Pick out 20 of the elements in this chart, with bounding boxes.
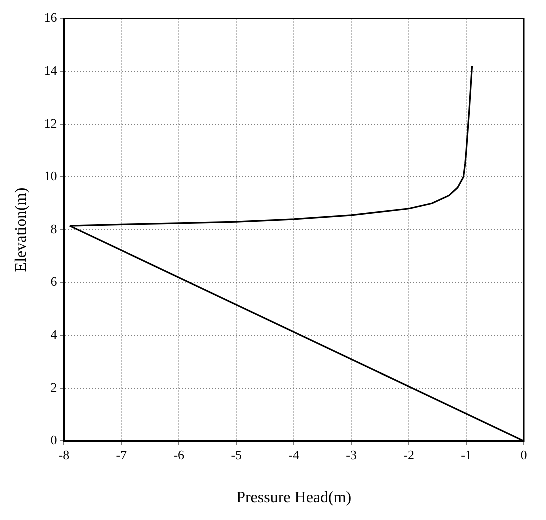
- y-tick-label: 12: [44, 116, 58, 131]
- y-tick-label: 16: [44, 10, 58, 26]
- x-tick-label: -1: [461, 447, 472, 462]
- y-tick-label: 8: [50, 221, 58, 236]
- x-tick-label: -7: [116, 447, 128, 462]
- y-tick-label: 0: [50, 432, 58, 448]
- x-tick-label: -8: [58, 447, 70, 462]
- x-tick-label: -4: [288, 447, 300, 462]
- y-tick-label: 2: [50, 380, 58, 395]
- x-tick-label: -2: [404, 447, 414, 462]
- y-tick-label: 6: [50, 274, 58, 290]
- x-axis-title: Pressure Head(m): [236, 490, 352, 507]
- x-tick-label: -5: [231, 447, 242, 462]
- y-tick-label: 10: [44, 168, 58, 184]
- x-tick-label: 0: [520, 447, 528, 462]
- y-tick-label: 4: [50, 327, 58, 342]
- y-axis-title: Elevation(m): [12, 188, 30, 272]
- y-tick-label: 14: [44, 63, 58, 78]
- x-tick-label: -3: [346, 447, 357, 462]
- x-tick-label: -6: [174, 447, 186, 462]
